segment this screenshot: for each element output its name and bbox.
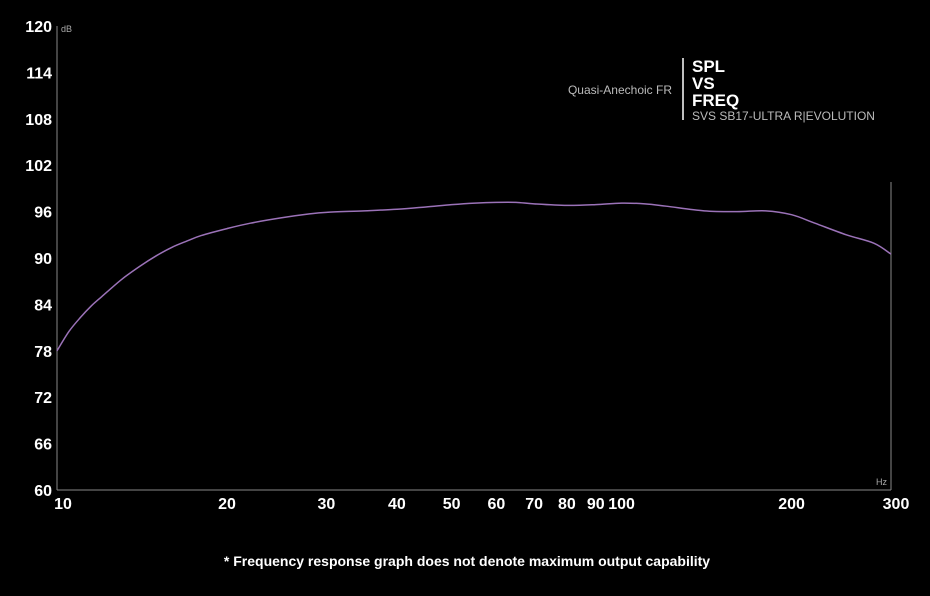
axes [56, 26, 892, 491]
x-tick-label: 100 [608, 496, 635, 513]
title-line-1: SPL [692, 57, 725, 76]
x-tick-label: 30 [317, 496, 335, 513]
y-tick-label: 78 [34, 344, 52, 361]
y-tick-label: 114 [26, 65, 52, 82]
x-tick-label: 50 [443, 496, 461, 513]
series-layer [56, 201, 892, 352]
y-tick-label: 60 [34, 483, 52, 500]
y-tick-label: 66 [34, 437, 52, 454]
y-tick-label: 84 [34, 297, 52, 314]
x-tick-label: 10 [54, 496, 72, 513]
y-tick-label: 108 [25, 112, 52, 129]
x-tick-label: 200 [778, 496, 805, 513]
x-tick-label: 80 [558, 496, 576, 513]
y-tick-label: 72 [34, 390, 52, 407]
x-tick-label: 70 [525, 496, 543, 513]
model-name: SVS SB17-ULTRA R|EVOLUTION [692, 109, 875, 123]
x-tick-label: 300 [883, 496, 910, 513]
frequency-response-line [56, 201, 892, 352]
title-line-2: VS [692, 74, 715, 93]
x-tick-label: 40 [388, 496, 406, 513]
title-line-3: FREQ [692, 91, 739, 110]
y-tick-label: 120 [25, 19, 52, 36]
x-tick-labels: 10 20 30 40 50 60 70 80 90 100 200 300 [54, 496, 909, 513]
x-tick-label: 60 [487, 496, 505, 513]
y-tick-labels: 120 114 108 102 96 90 84 78 72 66 60 [25, 19, 52, 500]
x-tick-label: 20 [218, 496, 236, 513]
y-tick-label: 96 [34, 205, 52, 222]
chart-subtitle: Quasi-Anechoic FR [568, 83, 672, 97]
y-tick-label: 102 [25, 158, 52, 175]
x-unit-label: Hz [876, 477, 887, 487]
x-tick-label: 90 [587, 496, 605, 513]
footnote: * Frequency response graph does not deno… [224, 553, 710, 569]
y-tick-label: 90 [34, 251, 52, 268]
y-unit-label: dB [61, 24, 72, 34]
